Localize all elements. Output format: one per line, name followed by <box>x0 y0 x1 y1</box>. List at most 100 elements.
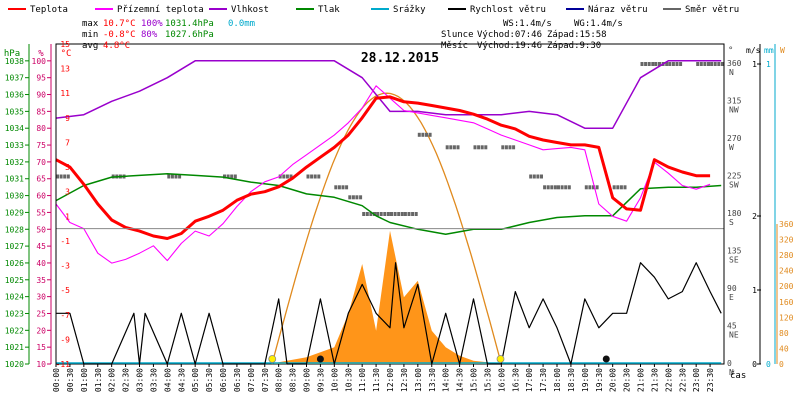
wind-direction-mark <box>355 195 359 200</box>
time-tick-label: 21:30 <box>650 368 659 392</box>
wind-direction-mark <box>59 174 63 179</box>
wind-direction-mark <box>595 185 599 190</box>
wind-direction-mark <box>717 62 721 66</box>
time-tick-label: 16:30 <box>511 368 520 392</box>
wind-direction-mark <box>710 62 714 66</box>
axis-unit-pressure: hPa <box>4 49 20 59</box>
humidity-tick-label: 90 <box>36 91 46 100</box>
wind-direction-mark <box>540 174 543 179</box>
temp-tick-label: 7 <box>65 138 70 147</box>
wind-tick-label: 0 <box>752 360 757 369</box>
wind-direction-mark <box>713 62 717 66</box>
time-tick-label: 17:00 <box>525 368 534 392</box>
solar-tick-label: 80 <box>779 329 789 338</box>
direction-tick-label: 315 <box>727 97 742 106</box>
wind-direction-mark <box>536 174 540 179</box>
solar-tick-label: 200 <box>779 282 794 291</box>
wind-direction-mark <box>425 132 428 137</box>
time-tick-label: 00:00 <box>52 368 61 392</box>
temp-tick-label: 5 <box>65 163 70 172</box>
temp-tick-label: -11 <box>56 360 71 369</box>
humidity-tick-label: 50 <box>36 225 46 234</box>
sun-rise: Východ:07:46 <box>477 30 542 40</box>
wind-direction-mark <box>178 174 182 179</box>
wind-direction-mark <box>313 174 317 179</box>
sun-set: Západ:15:58 <box>547 30 607 40</box>
pressure-tick-label: 1028 <box>5 225 24 234</box>
axis-unit-rain: mm <box>764 46 774 55</box>
temp-tick-label: 15 <box>60 40 70 49</box>
humidity-tick-label: 65 <box>36 175 46 184</box>
moon-set: Západ:9:30 <box>547 41 601 51</box>
wind-direction-mark <box>337 185 341 190</box>
axis-unit-humidity: % <box>38 49 44 59</box>
wind-direction-mark <box>289 174 293 179</box>
humidity-tick-label: 45 <box>36 242 46 251</box>
humidity-tick-label: 70 <box>36 158 46 167</box>
wind-direction-mark <box>623 185 627 190</box>
wind-direction-mark <box>170 174 174 179</box>
wind-direction-mark <box>428 132 432 137</box>
stats-rain: 0.0mm <box>228 19 255 29</box>
time-tick-label: 08:30 <box>289 368 298 392</box>
wind-direction-mark <box>390 212 393 216</box>
time-tick-label: 15:30 <box>483 368 492 392</box>
pressure-tick-label: 1020 <box>5 360 24 369</box>
pressure-tick-label: 1036 <box>5 91 24 100</box>
time-tick-label: 12:30 <box>400 368 409 392</box>
time-tick-label: 20:00 <box>609 368 618 392</box>
wind-direction-mark <box>421 132 425 137</box>
wind-direction-mark <box>619 185 623 190</box>
wind-direction-mark <box>644 62 648 66</box>
temp-tick-label: -5 <box>60 286 70 295</box>
wind-direction-mark <box>417 132 421 137</box>
legend-label: Srážky <box>393 5 426 15</box>
wind-direction-mark <box>640 62 644 66</box>
wind-direction-mark <box>508 145 512 150</box>
moon-label: Měsíc <box>441 41 468 51</box>
stats-min-press: 1027.6hPa <box>165 30 214 40</box>
pressure-tick-label: 1038 <box>5 57 24 66</box>
temp-tick-label: -7 <box>60 311 70 320</box>
chart-title: 28.12.2015 <box>361 51 439 66</box>
wind-direction-mark <box>230 174 234 179</box>
wind-direction-mark <box>584 185 588 190</box>
pressure-tick-label: 1029 <box>5 208 24 217</box>
wind-direction-mark <box>647 62 651 66</box>
time-tick-label: 02:00 <box>108 368 117 392</box>
wind-direction-mark <box>477 145 481 150</box>
wind-direction-mark <box>588 185 592 190</box>
humidity-tick-label: 55 <box>36 208 46 217</box>
wind-direction-mark <box>452 145 456 150</box>
direction-compass-label: NE <box>729 331 739 340</box>
wind-direction-mark <box>543 185 547 190</box>
wind-direction-mark <box>557 185 560 190</box>
wind-direction-mark <box>56 174 59 179</box>
humidity-tick-label: 80 <box>36 124 46 133</box>
time-tick-label: 00:30 <box>66 368 75 392</box>
time-tick-label: 11:00 <box>358 368 367 392</box>
wind-direction-mark <box>665 62 669 66</box>
wind-direction-mark <box>564 185 568 190</box>
temp-tick-label: -3 <box>60 262 70 271</box>
temp-tick-label: 1 <box>65 212 70 221</box>
stats-max-label: max <box>82 19 99 29</box>
rain-tick-label: 1 <box>766 60 771 69</box>
wind-direction-mark <box>376 212 380 216</box>
wind-direction-mark <box>362 212 366 216</box>
stats-avg-temp: 4.8°C <box>103 41 130 51</box>
wind-direction-mark <box>616 185 620 190</box>
axis-unit-direction: ° <box>728 46 733 56</box>
humidity-tick-label: 25 <box>36 309 46 318</box>
direction-compass-label: SW <box>729 181 739 190</box>
time-tick-label: 14:00 <box>442 368 451 392</box>
wind-direction-mark <box>529 174 533 179</box>
direction-tick-label: 360 <box>727 59 742 68</box>
time-tick-label: 03:00 <box>136 368 145 392</box>
time-tick-label: 19:00 <box>581 368 590 392</box>
stats-min-label: min <box>82 30 98 40</box>
wind-tick-label: 2 <box>752 212 757 221</box>
wind-direction-mark <box>501 145 505 150</box>
wind-direction-mark <box>174 174 178 179</box>
wind-direction-mark <box>480 145 484 150</box>
